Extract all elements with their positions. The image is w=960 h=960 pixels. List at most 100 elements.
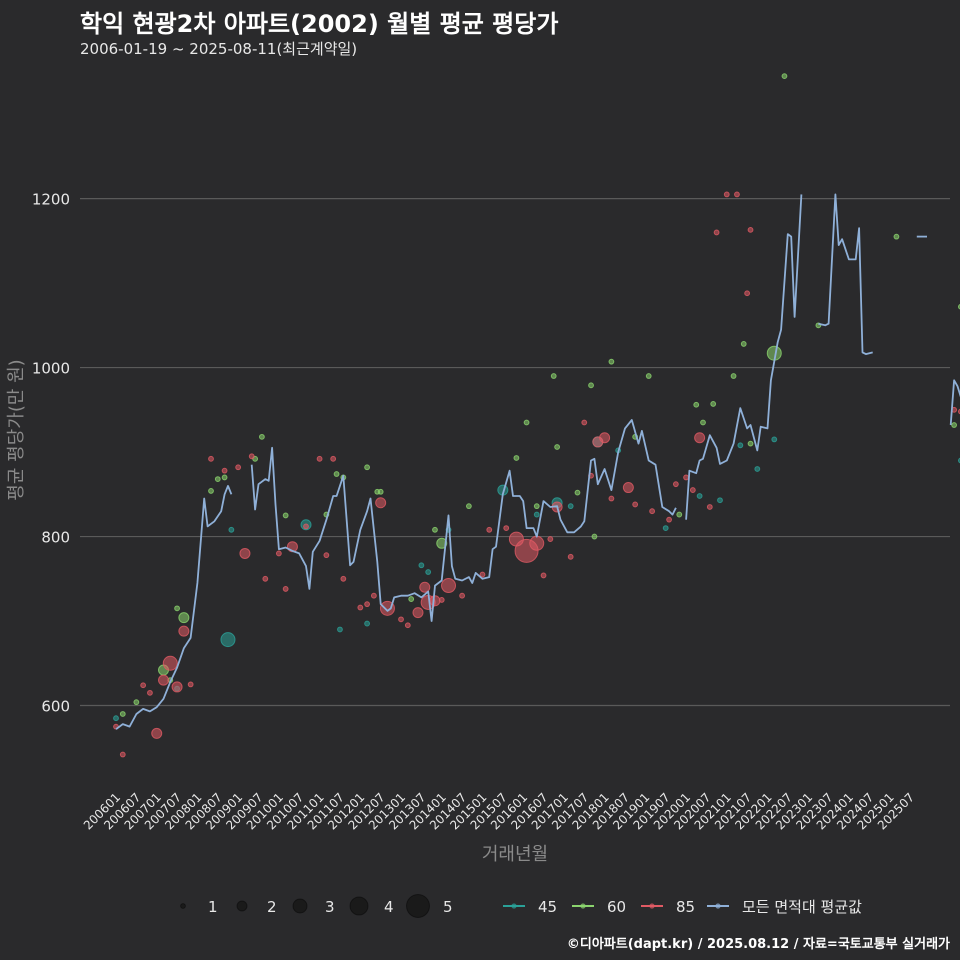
point-60-28 <box>588 382 594 389</box>
average-line <box>115 193 960 730</box>
point-85-59 <box>689 487 696 493</box>
legend-color-label-1: 60 <box>607 898 626 916</box>
point-60-13 <box>333 471 340 477</box>
point-85-11 <box>221 467 228 474</box>
point-45-16 <box>662 525 669 532</box>
grid-lines <box>80 198 950 707</box>
legend-size-label-3: 3 <box>325 898 335 916</box>
point-85-14 <box>248 453 255 460</box>
point-60-25 <box>550 373 557 379</box>
legend-color-label-2: 85 <box>676 898 695 916</box>
point-85-6 <box>162 655 178 671</box>
legend-size-2 <box>236 900 248 912</box>
point-85-38 <box>479 571 486 578</box>
point-60-1 <box>133 699 140 706</box>
point-45-21 <box>771 436 778 443</box>
point-60-10 <box>259 433 265 440</box>
point-45-20 <box>754 466 761 472</box>
y-tick-600: 600 <box>41 698 70 716</box>
point-85-27 <box>375 497 387 509</box>
point-85-7 <box>171 681 183 693</box>
avg-line-segment-3 <box>818 193 873 355</box>
point-85-65 <box>744 290 751 297</box>
y-tick-800: 800 <box>41 529 70 547</box>
point-85-57 <box>672 481 679 488</box>
point-85-51 <box>599 432 611 444</box>
x-tick-labels: 2006012006072007012007072008012008072009… <box>81 790 917 832</box>
point-60-22 <box>513 455 520 461</box>
point-45-7 <box>418 562 425 569</box>
point-60-4 <box>174 605 180 612</box>
point-85-2 <box>140 682 147 689</box>
point-60-38 <box>740 341 747 347</box>
point-85-17 <box>282 586 289 592</box>
y-axis-label: 평균 평당가(만 원) <box>6 359 27 500</box>
point-45-2 <box>220 632 236 648</box>
point-60-5 <box>178 612 190 624</box>
point-60-34 <box>693 401 700 408</box>
legend-key-dot-0 <box>511 903 517 909</box>
avg-line-segment-0 <box>115 485 233 730</box>
point-85-55 <box>649 508 656 515</box>
point-85-63 <box>723 191 730 198</box>
point-85-66 <box>747 226 754 233</box>
point-60-21 <box>465 503 472 510</box>
legend-size-1 <box>180 903 186 909</box>
legend-size-label-2: 2 <box>267 898 277 916</box>
point-45-13 <box>567 503 574 510</box>
point-60-23 <box>523 419 530 426</box>
legend-size-label-5: 5 <box>443 898 453 916</box>
point-60-33 <box>676 511 683 518</box>
point-85-62 <box>713 229 720 236</box>
point-60-11 <box>282 512 289 519</box>
point-85-22 <box>330 455 337 462</box>
legend-size-4 <box>349 896 369 916</box>
point-85-23 <box>340 575 347 582</box>
legend: 1 2 3 4 5 45 60 85 모든 면적대 평균값 <box>180 894 862 918</box>
scatter-points <box>113 73 960 758</box>
point-60-37 <box>730 373 737 379</box>
point-85-21 <box>323 552 330 559</box>
point-60-20 <box>436 537 448 549</box>
point-60-24 <box>533 503 540 510</box>
point-85-44 <box>540 572 547 579</box>
point-60-35 <box>700 419 706 426</box>
y-tick-1200: 1200 <box>32 191 70 209</box>
point-85-56 <box>666 516 672 523</box>
point-85-43 <box>529 535 545 551</box>
point-60-26 <box>554 444 561 450</box>
footer-credit: ©디아파트(dapt.kr) / 2025.08.12 / 자료=국토교통부 실… <box>566 937 950 952</box>
point-85-48 <box>581 419 588 426</box>
point-45-0 <box>113 715 119 722</box>
point-85-30 <box>404 622 411 629</box>
legend-color-label-0: 45 <box>538 898 557 916</box>
point-85-64 <box>734 191 740 198</box>
point-45-17 <box>696 493 703 499</box>
y-tick-1000: 1000 <box>32 360 70 378</box>
point-45-6 <box>364 620 370 627</box>
legend-color-label-3: 모든 면적대 평균값 <box>742 898 862 916</box>
point-85-8 <box>178 625 190 637</box>
point-60-8 <box>221 474 228 481</box>
legend-size-label-4: 4 <box>384 898 394 916</box>
legend-key-dot-2 <box>649 903 655 909</box>
point-45-18 <box>717 497 723 504</box>
point-85-24 <box>357 604 364 611</box>
point-85-1 <box>119 751 126 758</box>
point-85-9 <box>187 681 194 688</box>
point-85-53 <box>622 482 634 494</box>
y-tick-labels: 600 800 1000 1200 <box>32 191 70 716</box>
point-85-26 <box>370 592 377 599</box>
point-60-44 <box>951 422 958 428</box>
point-60-30 <box>608 358 615 365</box>
point-60-29 <box>591 533 598 540</box>
point-85-54 <box>632 501 639 508</box>
point-85-29 <box>398 616 404 623</box>
point-85-20 <box>316 455 323 462</box>
point-60-17 <box>377 488 384 495</box>
point-45-3 <box>228 526 235 533</box>
point-85-40 <box>503 525 510 532</box>
point-85-31 <box>412 607 424 619</box>
point-85-5 <box>158 674 170 686</box>
point-85-15 <box>262 575 269 582</box>
